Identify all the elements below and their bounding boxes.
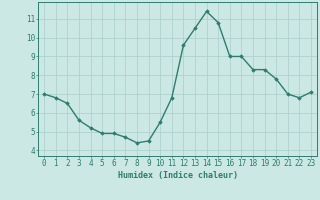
X-axis label: Humidex (Indice chaleur): Humidex (Indice chaleur) — [118, 171, 238, 180]
